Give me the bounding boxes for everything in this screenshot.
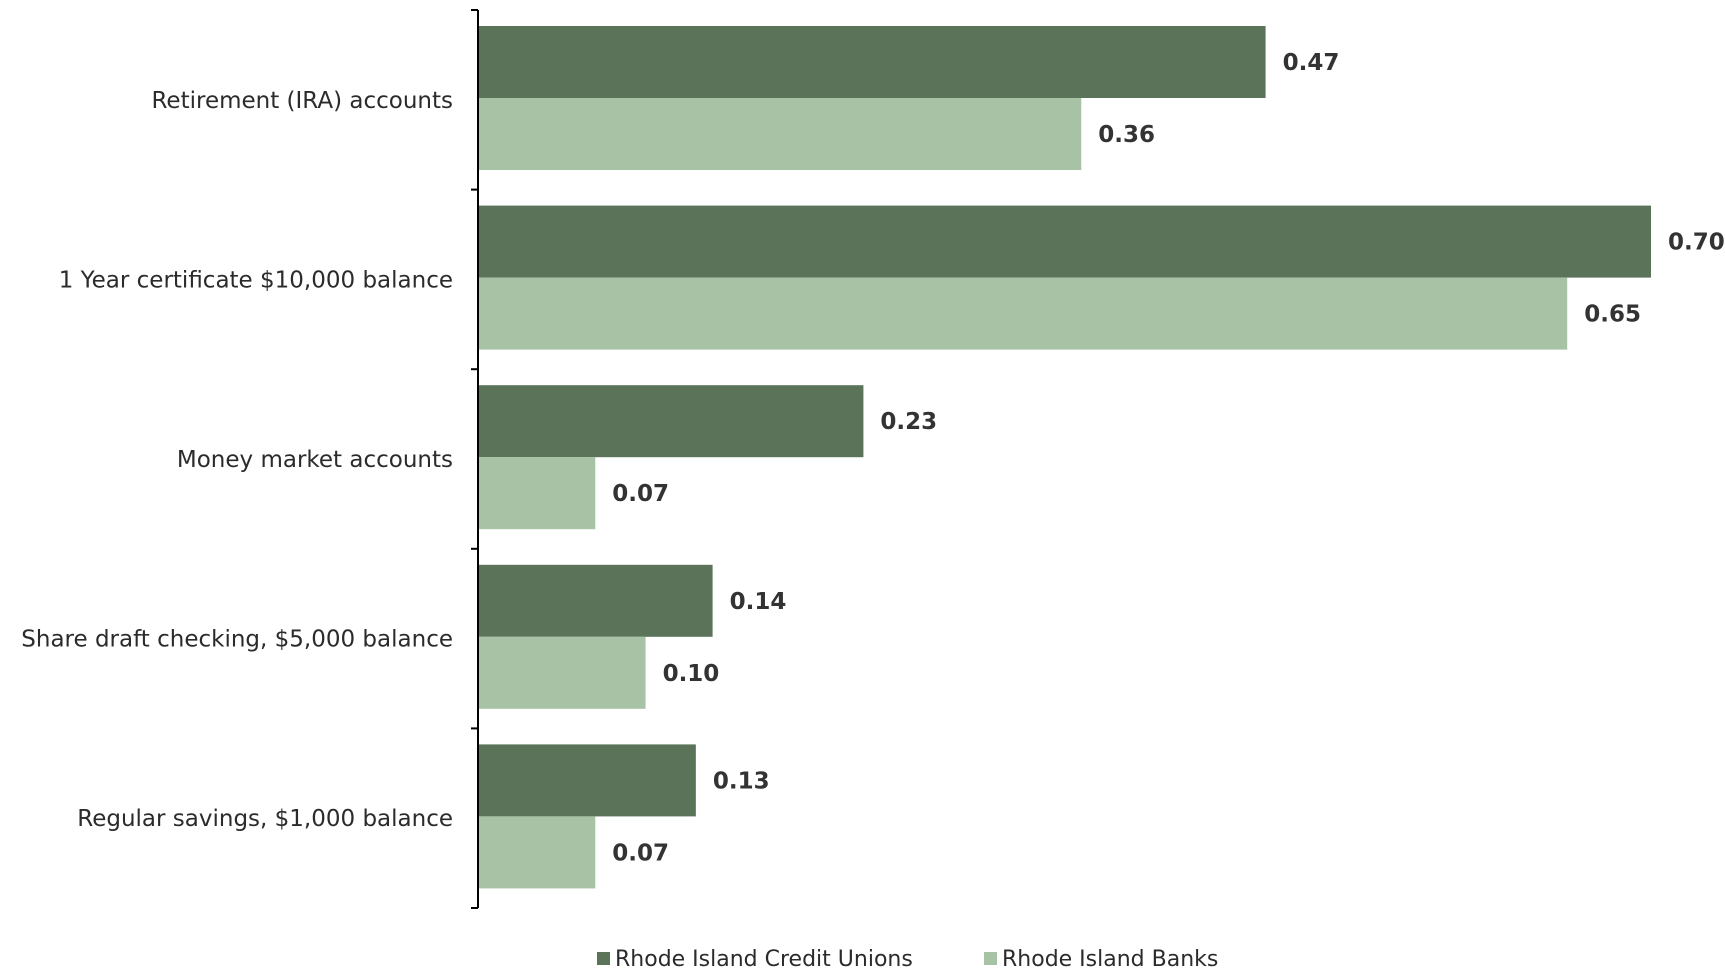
bars-layer [478, 26, 1651, 889]
legend-swatch [597, 952, 610, 965]
data-label: 0.13 [713, 768, 770, 794]
data-label: 0.70 [1668, 230, 1725, 256]
category-label: Money market accounts [177, 447, 453, 473]
bar [478, 744, 696, 817]
data-label: 0.47 [1283, 50, 1340, 76]
labels-layer: 0.47 0.36 Retirement (IRA) accounts 0.70 0.6… [21, 50, 1724, 866]
legend: Rhode Island Credit Unions Rhode Island B… [597, 947, 1218, 970]
category-label: Share draft checking, $5,000 balance [21, 627, 453, 653]
data-label: 0.23 [880, 409, 937, 435]
data-label: 0.65 [1584, 302, 1641, 328]
legend-label: Rhode Island Banks [1002, 947, 1218, 970]
category-label: Retirement (IRA) accounts [151, 88, 453, 114]
bar [478, 564, 713, 637]
data-label: 0.07 [612, 840, 669, 866]
bar [478, 457, 596, 530]
bar [478, 816, 596, 889]
data-label: 0.10 [663, 661, 720, 687]
bar [478, 26, 1266, 98]
bar [478, 277, 1568, 350]
bar [478, 98, 1082, 170]
axis-layer [471, 9, 479, 909]
data-label: 0.14 [730, 589, 787, 615]
bar [478, 636, 646, 709]
data-label: 0.36 [1098, 122, 1155, 148]
category-label: 1 Year certificate $10,000 balance [59, 267, 453, 293]
bar [478, 385, 864, 458]
data-label: 0.07 [612, 481, 669, 507]
legend-swatch [984, 952, 997, 965]
legend-label: Rhode Island Credit Unions [615, 947, 913, 970]
bar [478, 205, 1651, 278]
category-label: Regular savings, $1,000 balance [77, 806, 453, 832]
